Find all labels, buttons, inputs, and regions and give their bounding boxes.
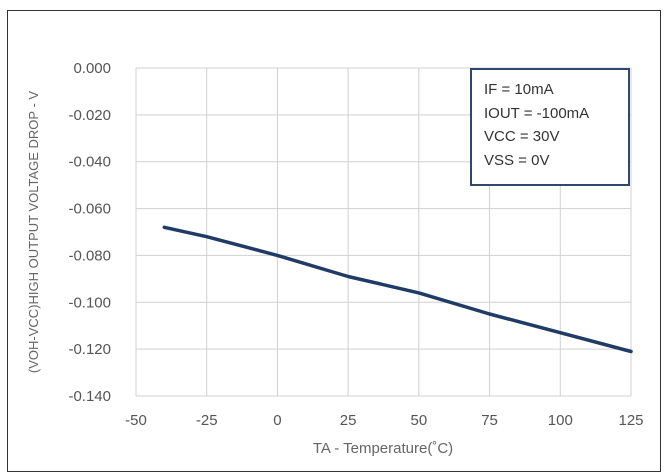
x-axis-label: TA - Temperature(˚C) <box>313 440 453 457</box>
x-tick-label: 125 <box>618 412 643 429</box>
tick-labels: -50 -25 0 25 50 75 100 125 0.000 -0.020 -0.040 -0.0… <box>68 60 643 429</box>
x-tick-label: 0 <box>273 412 281 429</box>
x-tick-label: 75 <box>481 412 498 429</box>
y-tick-label: -0.040 <box>68 154 111 171</box>
y-tick-label: -0.100 <box>68 294 111 311</box>
chart-frame <box>7 10 661 472</box>
y-tick-label: -0.140 <box>68 388 111 405</box>
legend-line-if: IF = 10mA <box>484 81 554 98</box>
legend-line-vss: VSS = 0V <box>484 151 550 169</box>
legend-line-vcc: VCC = 30V <box>484 128 560 145</box>
x-tick-label: 100 <box>548 412 573 429</box>
legend-box: IF = 10mA IOUT = -100mA VCC = 30V VSS = … <box>470 68 630 186</box>
x-tick-label: -50 <box>125 412 147 429</box>
y-tick-label: -0.080 <box>68 247 111 264</box>
y-tick-label: -0.120 <box>68 341 111 358</box>
y-tick-label: -0.020 <box>68 107 111 124</box>
x-tick-label: 25 <box>340 412 357 429</box>
series-line <box>162 225 633 354</box>
y-tick-label: -0.060 <box>68 201 111 218</box>
x-tick-label: -25 <box>196 412 218 429</box>
y-tick-label: 0.000 <box>73 60 111 77</box>
legend-line-iout: IOUT = -100mA <box>484 104 590 122</box>
x-tick-label: 50 <box>411 412 428 429</box>
y-axis-label: (VOH-VCC)HIGH OUTPUT VOLTAGE DROP - V <box>26 91 41 374</box>
